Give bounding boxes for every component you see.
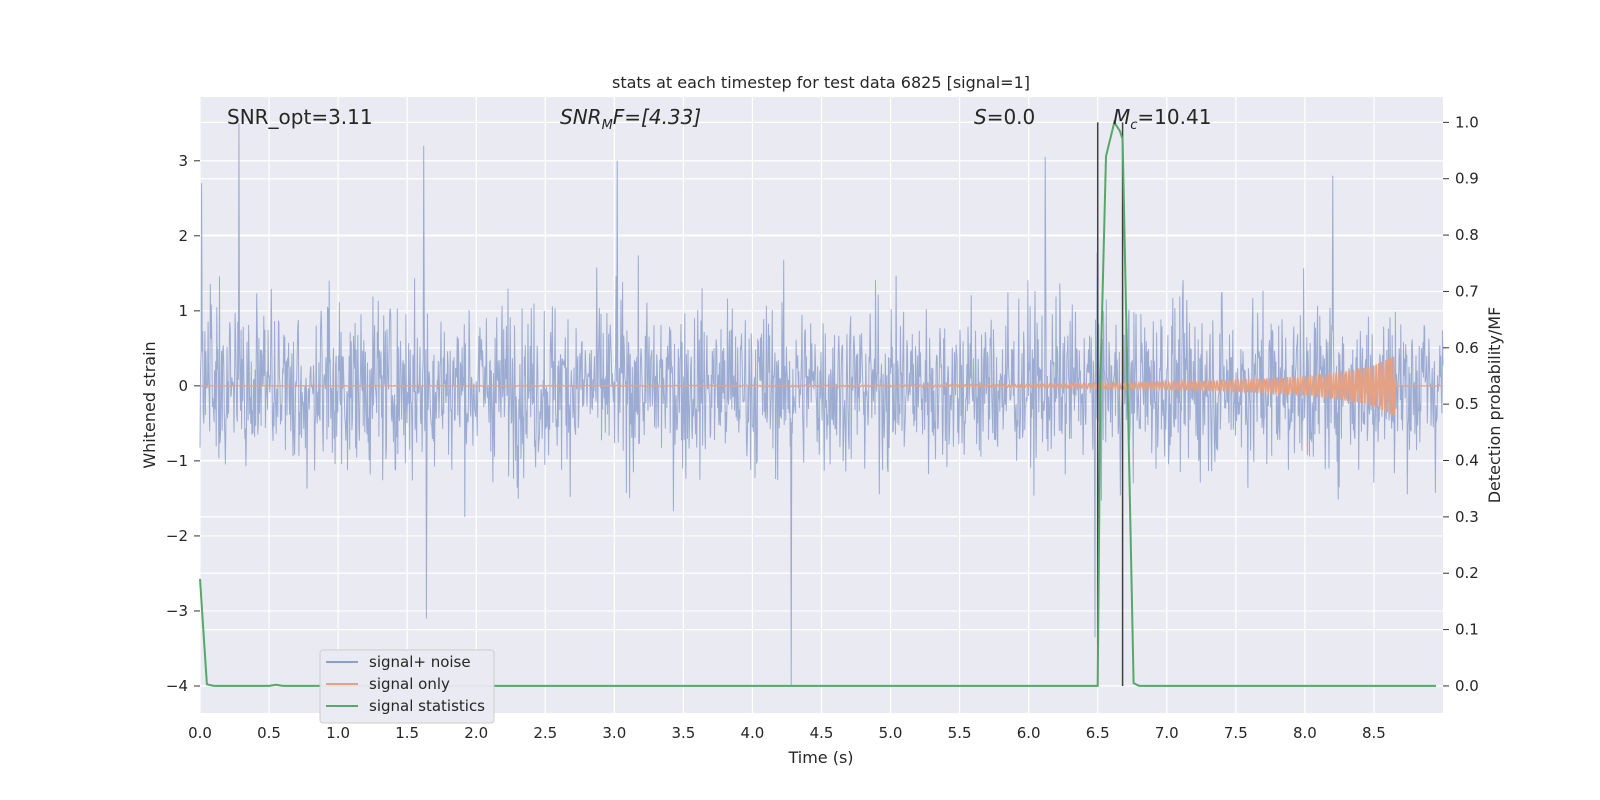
signal-only-line	[200, 356, 1443, 417]
y2-tick-label: 0.3	[1455, 508, 1479, 526]
legend-label-signal-only: signal only	[369, 675, 450, 693]
signal-noise-line	[199, 123, 1444, 687]
y2-tick-label: 0.6	[1455, 339, 1479, 357]
signal-only-series	[200, 356, 1443, 417]
x-tick-label: 3.5	[671, 724, 695, 742]
x-tick-label: 6.0	[1017, 724, 1041, 742]
y-axis-label: Whitened strain	[140, 341, 159, 468]
annotation-mc: Mc=10.41	[1113, 105, 1211, 133]
x-tick-label: 0.5	[257, 724, 281, 742]
y-tick-label: −4	[166, 677, 188, 695]
x-axis-label: Time (s)	[787, 748, 853, 767]
x-tick-label: 4.5	[810, 724, 834, 742]
x-tick-label: 7.5	[1224, 724, 1248, 742]
y2-tick-label: 0.7	[1455, 282, 1479, 300]
y2-tick-label: 0.2	[1455, 564, 1479, 582]
y-tick-label: −2	[166, 527, 188, 545]
x-tick-label: 6.5	[1086, 724, 1110, 742]
x-tick-label: 2.5	[533, 724, 557, 742]
x-tick-label: 2.0	[464, 724, 488, 742]
annotation-snr-opt: SNR_opt=3.11	[227, 105, 373, 129]
signal-noise-series	[199, 123, 1444, 687]
y-tick-label: 2	[178, 227, 188, 245]
y-tick-label: 3	[178, 152, 188, 170]
annotation-s: S=0.0	[974, 105, 1035, 129]
x-tick-label: 4.0	[741, 724, 765, 742]
x-tick-label: 1.5	[395, 724, 419, 742]
y2-tick-label: 0.9	[1455, 170, 1479, 188]
y2-tick-label: 0.0	[1455, 677, 1479, 695]
y2-tick-label: 0.1	[1455, 621, 1479, 639]
x-tick-label: 7.0	[1155, 724, 1179, 742]
signal-statistics-series	[199, 119, 1437, 687]
legend-box	[319, 649, 495, 724]
legend-label-signal-statistics: signal statistics	[369, 697, 485, 715]
y2-tick-label: 0.8	[1455, 226, 1479, 244]
chart-title: stats at each timestep for test data 682…	[612, 73, 1030, 92]
x-tick-label: 8.0	[1293, 724, 1317, 742]
y-tick-label: −1	[166, 452, 188, 470]
legend-label-signal-noise: signal+ noise	[369, 653, 471, 671]
y2-tick-label: 1.0	[1455, 113, 1479, 131]
signal-statistics-line	[199, 119, 1437, 687]
y2-tick-label: 0.5	[1455, 395, 1479, 413]
x-tick-label: 0.0	[188, 724, 212, 742]
x-tick-label: 5.0	[879, 724, 903, 742]
x-tick-label: 8.5	[1362, 724, 1386, 742]
y-tick-label: −3	[166, 602, 188, 620]
annotation-snr-mf: SNRMF=[4.33]	[560, 105, 701, 133]
y2-axis-label: Detection probability/MF	[1485, 307, 1504, 504]
y-tick-label: 1	[178, 302, 188, 320]
y-tick-label: 0	[178, 377, 188, 395]
x-tick-label: 5.5	[948, 724, 972, 742]
ticks: 0.0 0.5 1.0 1.5 2.0 2.5 3.0 3.5 4.0 4.5 5.0 5.5 6.0 6…	[166, 113, 1479, 742]
y2-tick-label: 0.4	[1455, 452, 1479, 470]
legend: signal+ noise signal only signal statist…	[319, 649, 495, 724]
x-tick-label: 3.0	[602, 724, 626, 742]
x-tick-label: 1.0	[326, 724, 350, 742]
